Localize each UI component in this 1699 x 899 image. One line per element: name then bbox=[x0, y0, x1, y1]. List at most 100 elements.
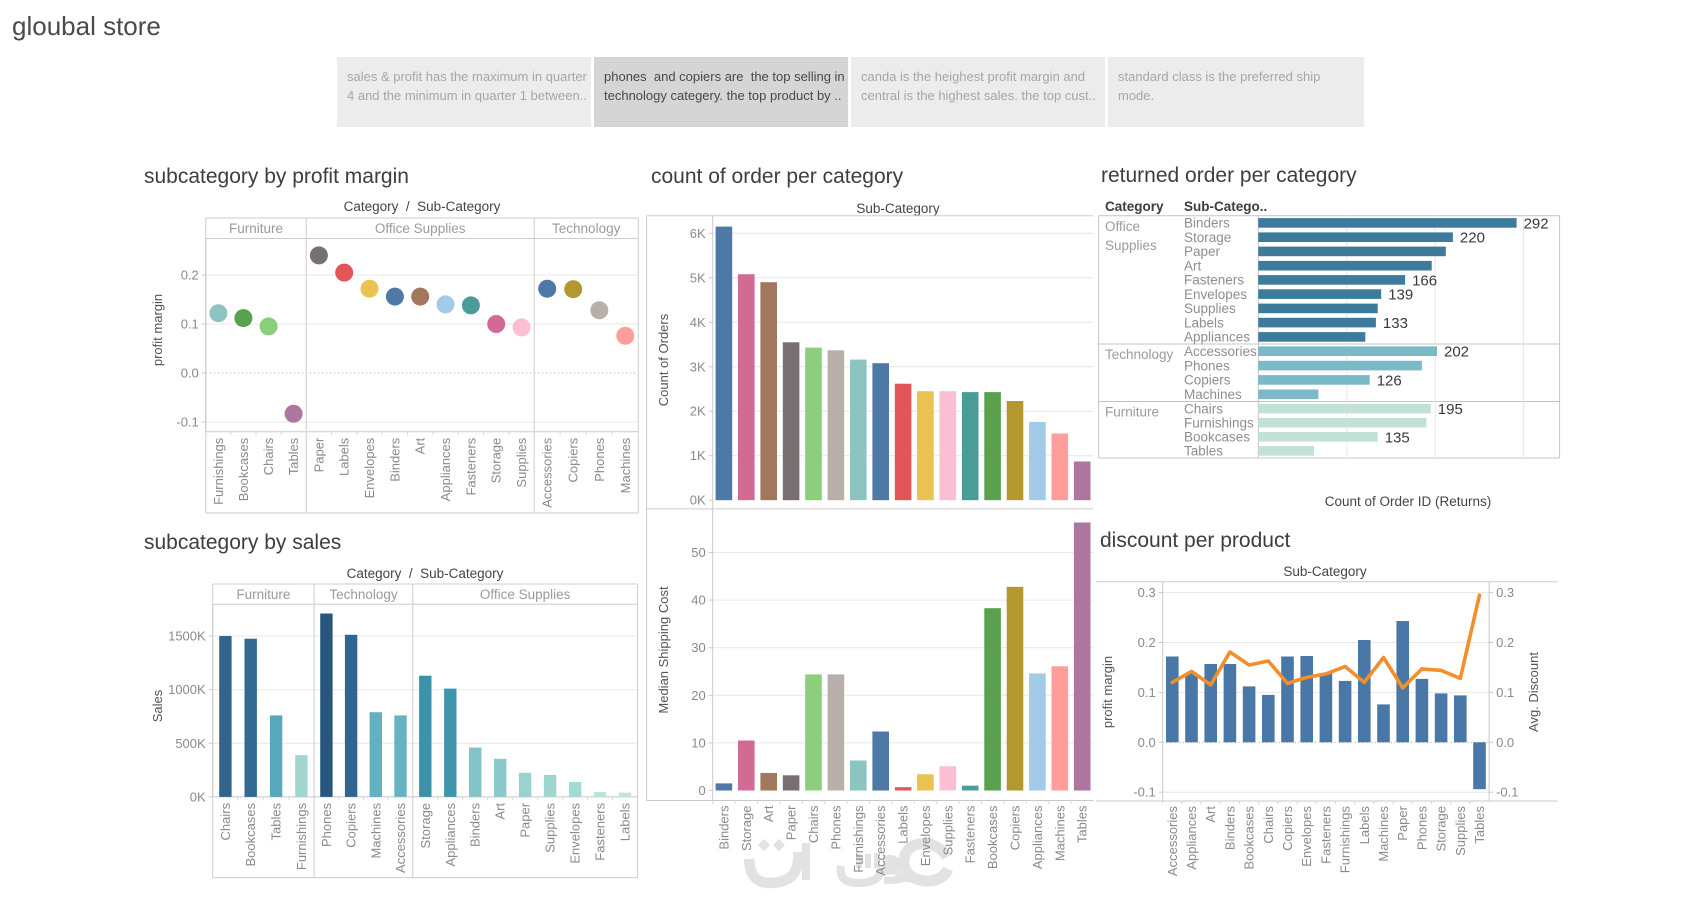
svg-text:20: 20 bbox=[691, 688, 705, 703]
svg-text:Phones: Phones bbox=[1414, 806, 1429, 851]
svg-text:Accessories: Accessories bbox=[1165, 806, 1180, 877]
svg-text:139: 139 bbox=[1388, 287, 1413, 304]
svg-text:Phones: Phones bbox=[592, 437, 607, 482]
svg-text:Copiers: Copiers bbox=[1280, 806, 1295, 851]
svg-text:Copiers: Copiers bbox=[344, 802, 359, 847]
svg-text:Storage: Storage bbox=[739, 806, 754, 852]
svg-text:Machines: Machines bbox=[1376, 806, 1391, 862]
svg-text:Copiers: Copiers bbox=[566, 437, 581, 482]
svg-text:Art: Art bbox=[493, 803, 508, 820]
svg-text:Bookcases: Bookcases bbox=[243, 802, 258, 866]
svg-text:Binders: Binders bbox=[1222, 806, 1237, 851]
svg-text:0.3: 0.3 bbox=[1496, 585, 1514, 600]
svg-text:profit margin: profit margin bbox=[1100, 656, 1115, 728]
svg-text:40: 40 bbox=[691, 593, 705, 608]
svg-text:Fasteners: Fasteners bbox=[1184, 273, 1244, 288]
svg-text:Appliances: Appliances bbox=[438, 437, 453, 501]
svg-text:0.1: 0.1 bbox=[1138, 685, 1156, 700]
svg-text:Storage: Storage bbox=[1434, 806, 1449, 852]
svg-text:Appliances: Appliances bbox=[1184, 806, 1199, 870]
svg-text:Labels: Labels bbox=[1357, 806, 1372, 845]
svg-text:Art: Art bbox=[1203, 806, 1218, 823]
svg-text:Supplies: Supplies bbox=[514, 437, 529, 487]
svg-text:Tables: Tables bbox=[286, 437, 301, 475]
svg-text:Count of Orders: Count of Orders bbox=[656, 313, 671, 406]
svg-text:Labels: Labels bbox=[618, 802, 633, 841]
svg-text:Storage: Storage bbox=[489, 438, 504, 484]
svg-text:Labels: Labels bbox=[1184, 315, 1224, 330]
svg-text:Furniture: Furniture bbox=[1105, 405, 1159, 420]
svg-text:Supplies: Supplies bbox=[940, 805, 955, 855]
svg-text:Category / Sub-Category: Category / Sub-Category bbox=[344, 199, 501, 214]
svg-text:Count of Order ID (Returns): Count of Order ID (Returns) bbox=[1325, 494, 1492, 509]
svg-text:5K: 5K bbox=[690, 270, 706, 285]
svg-text:Chairs: Chairs bbox=[218, 802, 233, 840]
svg-text:1K: 1K bbox=[690, 448, 706, 463]
svg-text:Fasteners: Fasteners bbox=[1318, 806, 1333, 864]
svg-text:1500K: 1500K bbox=[168, 629, 206, 644]
svg-text:3K: 3K bbox=[690, 359, 706, 374]
svg-text:Fasteners: Fasteners bbox=[463, 437, 478, 495]
svg-text:0.2: 0.2 bbox=[1138, 635, 1156, 650]
svg-text:Copiers: Copiers bbox=[1008, 805, 1023, 850]
svg-text:195: 195 bbox=[1438, 401, 1463, 418]
svg-text:1000K: 1000K bbox=[168, 682, 206, 697]
svg-text:6K: 6K bbox=[690, 226, 706, 241]
svg-text:Office Supplies: Office Supplies bbox=[480, 587, 571, 602]
svg-text:Copiers: Copiers bbox=[1184, 373, 1231, 388]
svg-text:10: 10 bbox=[691, 735, 705, 750]
svg-text:Binders: Binders bbox=[387, 437, 402, 482]
svg-text:50: 50 bbox=[691, 545, 705, 560]
svg-text:Furnishings: Furnishings bbox=[1184, 416, 1254, 431]
svg-text:Machines: Machines bbox=[368, 802, 383, 858]
svg-text:Envelopes: Envelopes bbox=[1299, 806, 1314, 867]
svg-text:126: 126 bbox=[1377, 372, 1402, 389]
svg-text:166: 166 bbox=[1412, 272, 1437, 289]
svg-text:Storage: Storage bbox=[1184, 230, 1231, 245]
svg-text:2K: 2K bbox=[690, 404, 706, 419]
svg-text:Furniture: Furniture bbox=[236, 587, 290, 602]
svg-text:Furnishings: Furnishings bbox=[294, 802, 309, 870]
svg-text:Binders: Binders bbox=[468, 802, 483, 847]
svg-text:Bookcases: Bookcases bbox=[1242, 806, 1257, 870]
svg-text:Fasteners: Fasteners bbox=[963, 805, 978, 863]
svg-text:Phones: Phones bbox=[319, 802, 334, 847]
svg-text:Technology: Technology bbox=[1105, 347, 1174, 362]
svg-text:profit margin: profit margin bbox=[150, 294, 165, 366]
svg-text:0.1: 0.1 bbox=[1496, 685, 1514, 700]
svg-text:30: 30 bbox=[691, 640, 705, 655]
svg-text:Category / Sub-Category: Category / Sub-Category bbox=[347, 566, 504, 581]
svg-text:Bookcases: Bookcases bbox=[236, 437, 251, 501]
svg-text:Supplies: Supplies bbox=[1453, 806, 1468, 856]
svg-text:Bookcases: Bookcases bbox=[1184, 430, 1250, 445]
svg-text:0.2: 0.2 bbox=[181, 268, 199, 283]
svg-text:4K: 4K bbox=[690, 315, 706, 330]
svg-text:Paper: Paper bbox=[784, 805, 799, 840]
svg-text:Binders: Binders bbox=[1184, 216, 1230, 231]
svg-text:Furnishings: Furnishings bbox=[851, 805, 866, 873]
svg-text:133: 133 bbox=[1383, 315, 1408, 332]
svg-text:Storage: Storage bbox=[418, 803, 433, 849]
svg-text:Machines: Machines bbox=[1184, 387, 1242, 402]
svg-text:Appliances: Appliances bbox=[443, 802, 458, 866]
svg-text:0.2: 0.2 bbox=[1496, 635, 1514, 650]
svg-text:0: 0 bbox=[698, 783, 705, 798]
svg-text:Sub-Catego..: Sub-Catego.. bbox=[1184, 199, 1267, 214]
svg-text:Tables: Tables bbox=[1472, 806, 1487, 844]
svg-text:Phones: Phones bbox=[1184, 358, 1230, 373]
svg-text:Art: Art bbox=[761, 805, 776, 822]
svg-text:-0.1: -0.1 bbox=[1133, 785, 1155, 800]
svg-text:Labels: Labels bbox=[896, 805, 911, 844]
svg-text:Machines: Machines bbox=[618, 437, 633, 493]
svg-text:Office: Office bbox=[1105, 219, 1140, 234]
svg-text:Machines: Machines bbox=[1052, 805, 1067, 861]
svg-text:Sales: Sales bbox=[150, 689, 165, 722]
svg-text:Office Supplies: Office Supplies bbox=[375, 221, 466, 236]
svg-text:Art: Art bbox=[413, 437, 428, 454]
svg-text:Chairs: Chairs bbox=[1261, 806, 1276, 844]
svg-text:Tables: Tables bbox=[1184, 444, 1223, 459]
svg-text:Tables: Tables bbox=[269, 802, 284, 840]
svg-text:135: 135 bbox=[1385, 429, 1410, 446]
svg-text:0.0: 0.0 bbox=[181, 366, 199, 381]
svg-text:Tables: Tables bbox=[1075, 805, 1090, 843]
